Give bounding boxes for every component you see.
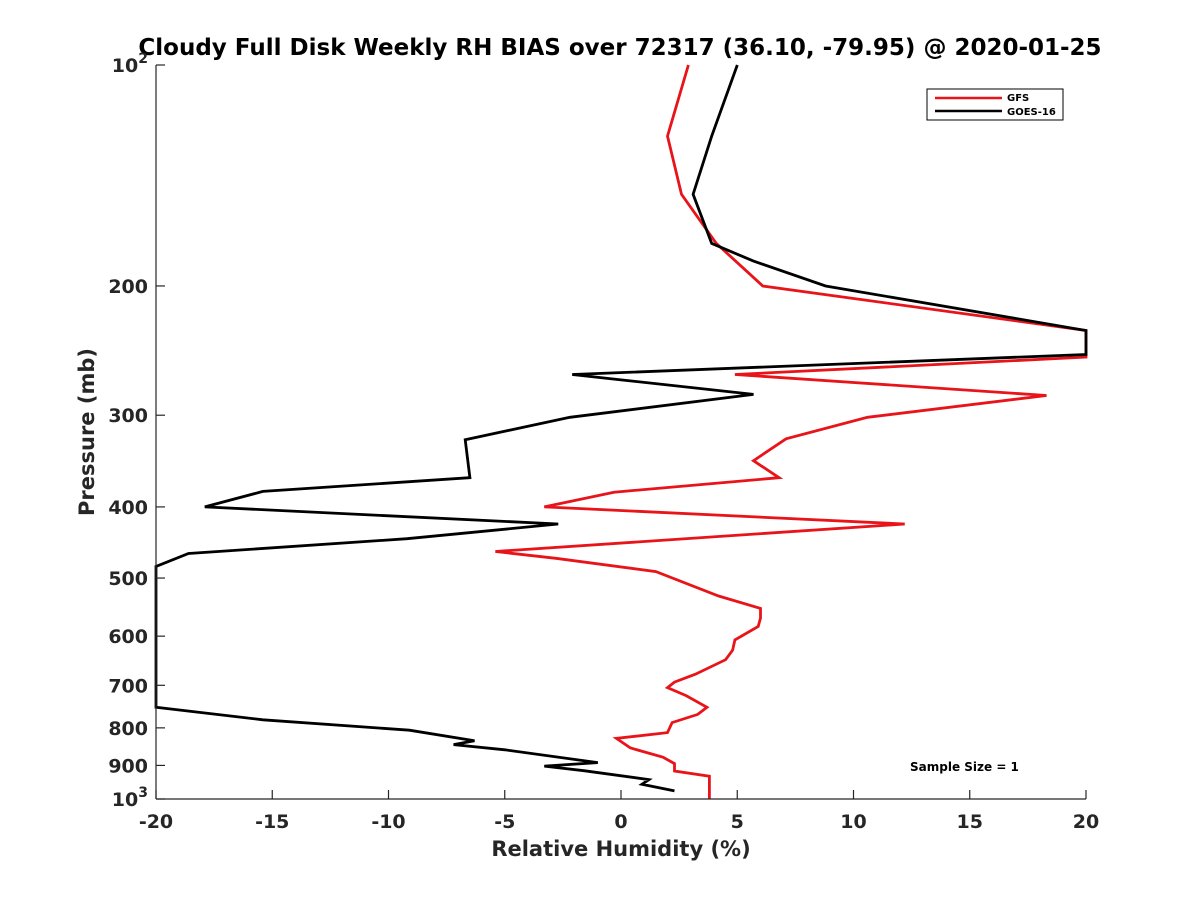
- chart-title: Cloudy Full Disk Weekly RH BIAS over 723…: [138, 35, 1101, 61]
- x-tick-label: 0: [614, 811, 627, 833]
- x-tick-label: 15: [957, 811, 983, 833]
- y-tick-label: 400: [108, 497, 148, 519]
- series-layer: [154, 64, 1088, 799]
- x-tick-label: -10: [371, 811, 405, 833]
- y-tick-label: 300: [108, 405, 148, 427]
- y-axis-ticks: 102 200 300 400 500 600 700 800 900 103: [108, 51, 165, 811]
- x-axis-label: Relative Humidity (%): [491, 837, 750, 861]
- axes-background: [156, 65, 1086, 799]
- y-tick-label: 200: [108, 276, 148, 298]
- x-tick-label: 5: [731, 811, 744, 833]
- y-tick-label: 600: [108, 626, 148, 648]
- legend-label-gfs: GFS: [1007, 93, 1029, 104]
- plot-area: -20 -15 -10 -5 0 5 10 15 20 102 200 300 400 500 600 70…: [108, 51, 1099, 833]
- y-tick-label: 500: [108, 568, 148, 590]
- x-tick-label: 10: [840, 811, 866, 833]
- x-tick-label: 20: [1073, 811, 1099, 833]
- legend: GFS GOES-16: [926, 88, 1064, 121]
- legend-box: [926, 88, 1064, 121]
- x-tick-label: -5: [494, 811, 515, 833]
- legend-label-goes16: GOES-16: [1007, 107, 1056, 118]
- x-axis-ticks: -20 -15 -10 -5 0 5 10 15 20: [139, 790, 1099, 833]
- y-tick-label: 800: [108, 718, 148, 740]
- y-tick-label: 900: [108, 755, 148, 777]
- y-tick-label: 102: [112, 51, 148, 77]
- x-tick-label: -15: [255, 811, 289, 833]
- series-line-gfs: [495, 64, 1088, 799]
- y-axis-label: Pressure (mb): [75, 348, 99, 516]
- series-line-goes16: [154, 64, 1088, 793]
- y-tick-label: 700: [108, 675, 148, 697]
- sample-size-annotation: Sample Size = 1: [910, 760, 1019, 774]
- x-tick-label: -20: [139, 811, 173, 833]
- y-tick-label: 103: [112, 785, 148, 811]
